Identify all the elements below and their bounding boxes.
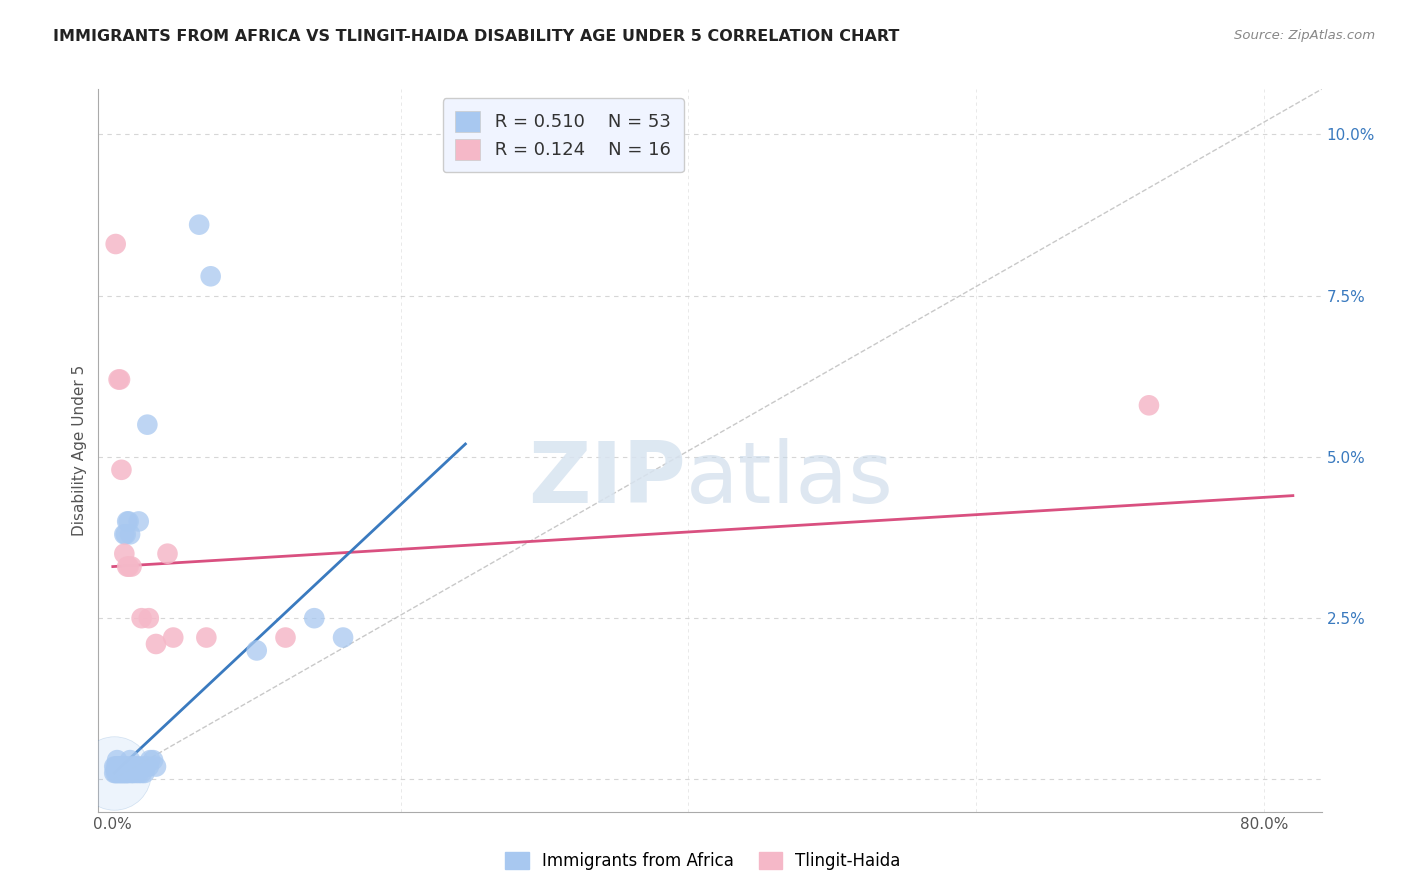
Point [200, 269, 222, 284]
Point [138, 759, 160, 773]
Point [114, 759, 136, 773]
Point [110, 463, 132, 477]
Point [103, 759, 125, 773]
Point [129, 759, 152, 773]
Point [131, 611, 153, 625]
Point [107, 372, 129, 386]
Point [128, 766, 150, 780]
Point [195, 631, 218, 645]
Point [105, 766, 128, 780]
Point [103, 766, 125, 780]
Text: IMMIGRANTS FROM AFRICA VS TLINGIT-HAIDA DISABILITY AGE UNDER 5 CORRELATION CHART: IMMIGRANTS FROM AFRICA VS TLINGIT-HAIDA … [53, 29, 900, 44]
Point [105, 759, 128, 773]
Text: atlas: atlas [686, 438, 894, 521]
Point [111, 759, 134, 773]
Point [120, 527, 142, 541]
Point [142, 753, 165, 767]
Point [105, 753, 128, 767]
Point [110, 766, 132, 780]
Point [110, 759, 132, 773]
Point [114, 527, 136, 541]
Point [112, 547, 135, 561]
Point [122, 766, 145, 780]
Point [114, 766, 136, 780]
Point [124, 759, 146, 773]
Y-axis label: Disability Age Under 5: Disability Age Under 5 [72, 365, 87, 536]
Point [135, 759, 157, 773]
Point [104, 759, 127, 773]
Point [139, 753, 162, 767]
Text: ZIP: ZIP [527, 438, 686, 521]
Text: Source: ZipAtlas.com: Source: ZipAtlas.com [1234, 29, 1375, 42]
Point [121, 766, 143, 780]
Point [274, 631, 297, 645]
Point [117, 766, 139, 780]
Point [136, 417, 159, 432]
Point [145, 759, 167, 773]
Point [108, 372, 131, 386]
Point [112, 527, 135, 541]
Point [104, 766, 127, 780]
Point [132, 759, 155, 773]
Point [134, 766, 156, 780]
Point [115, 766, 138, 780]
Legend: Immigrants from Africa, Tlingit-Haida: Immigrants from Africa, Tlingit-Haida [499, 845, 907, 877]
Point [128, 515, 150, 529]
Point [138, 611, 160, 625]
Point [125, 766, 148, 780]
Point [127, 759, 149, 773]
Point [304, 611, 326, 625]
Point [122, 759, 145, 773]
Legend:  R = 0.510    N = 53,  R = 0.124    N = 16: R = 0.510 N = 53, R = 0.124 N = 16 [443, 98, 683, 172]
Point [112, 759, 135, 773]
Point [131, 766, 153, 780]
Point [115, 759, 138, 773]
Point [107, 759, 129, 773]
Point [107, 766, 129, 780]
Point [156, 547, 179, 561]
Point [103, 766, 125, 780]
Point [120, 753, 142, 767]
Point [104, 237, 127, 252]
Point [125, 759, 148, 773]
Point [117, 559, 139, 574]
Point [111, 766, 134, 780]
Point [120, 759, 142, 773]
Point [108, 766, 131, 780]
Point [115, 559, 138, 574]
Point [115, 515, 138, 529]
Point [246, 643, 269, 657]
Point [332, 631, 354, 645]
Point [145, 637, 167, 651]
Point [112, 766, 135, 780]
Point [188, 218, 211, 232]
Point [108, 759, 131, 773]
Point [117, 515, 139, 529]
Point [121, 559, 143, 574]
Point [162, 631, 184, 645]
Point [1137, 398, 1160, 412]
